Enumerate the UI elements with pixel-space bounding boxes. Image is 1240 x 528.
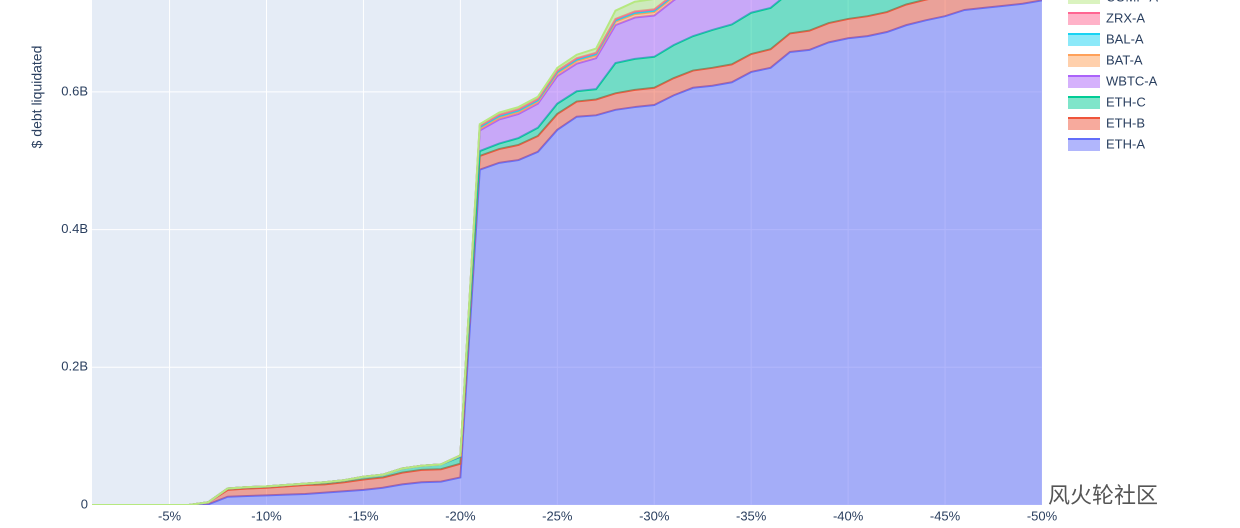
legend-label: ETH-C	[1106, 94, 1146, 109]
y-tick-label: 0	[81, 496, 88, 511]
area-line	[92, 0, 655, 505]
legend-label: ETH-A	[1106, 136, 1145, 151]
y-tick-label: 0.6B	[61, 83, 88, 98]
watermark: 风火轮社区	[1048, 484, 1158, 509]
axes: -5% -10% -15% -20% -25% -30% -35% -40% -45% -50% 0…	[61, 83, 1057, 523]
legend-swatch	[1068, 13, 1100, 25]
area-fill	[92, 0, 1042, 505]
legend-swatch	[1068, 97, 1100, 109]
y-tick-label: 0.2B	[61, 359, 88, 374]
legend-swatch	[1068, 34, 1100, 46]
x-tick-label: -5%	[158, 508, 182, 523]
x-tick-label: -45%	[930, 508, 961, 523]
x-tick-label: -20%	[445, 508, 476, 523]
legend-swatch	[1068, 0, 1100, 4]
x-tick-label: -10%	[251, 508, 282, 523]
legend: ETH-A ETH-B ETH-C WBTC-A BAT-A BAL-A ZRX-A COMP…	[1068, 0, 1158, 151]
x-tick-label: -15%	[348, 508, 379, 523]
y-axis-title: $ debt liquidated	[29, 46, 45, 149]
legend-label: BAL-A	[1106, 31, 1144, 46]
legend-swatch	[1068, 118, 1100, 130]
legend-label: WBTC-A	[1106, 73, 1158, 88]
x-tick-label: -40%	[833, 508, 864, 523]
legend-swatch	[1068, 139, 1100, 151]
y-tick-label: 0.4B	[61, 221, 88, 236]
legend-swatch	[1068, 55, 1100, 67]
x-tick-label: -35%	[736, 508, 767, 523]
legend-label: ETH-B	[1106, 115, 1145, 130]
legend-label: BAT-A	[1106, 52, 1143, 67]
x-tick-label: -30%	[639, 508, 670, 523]
x-tick-label: -25%	[542, 508, 573, 523]
x-tick-label: -50%	[1027, 508, 1058, 523]
legend-label: COMP-A	[1106, 0, 1158, 4]
legend-swatch	[1068, 76, 1100, 88]
legend-label: ZRX-A	[1106, 10, 1145, 25]
areas	[92, 0, 1042, 505]
